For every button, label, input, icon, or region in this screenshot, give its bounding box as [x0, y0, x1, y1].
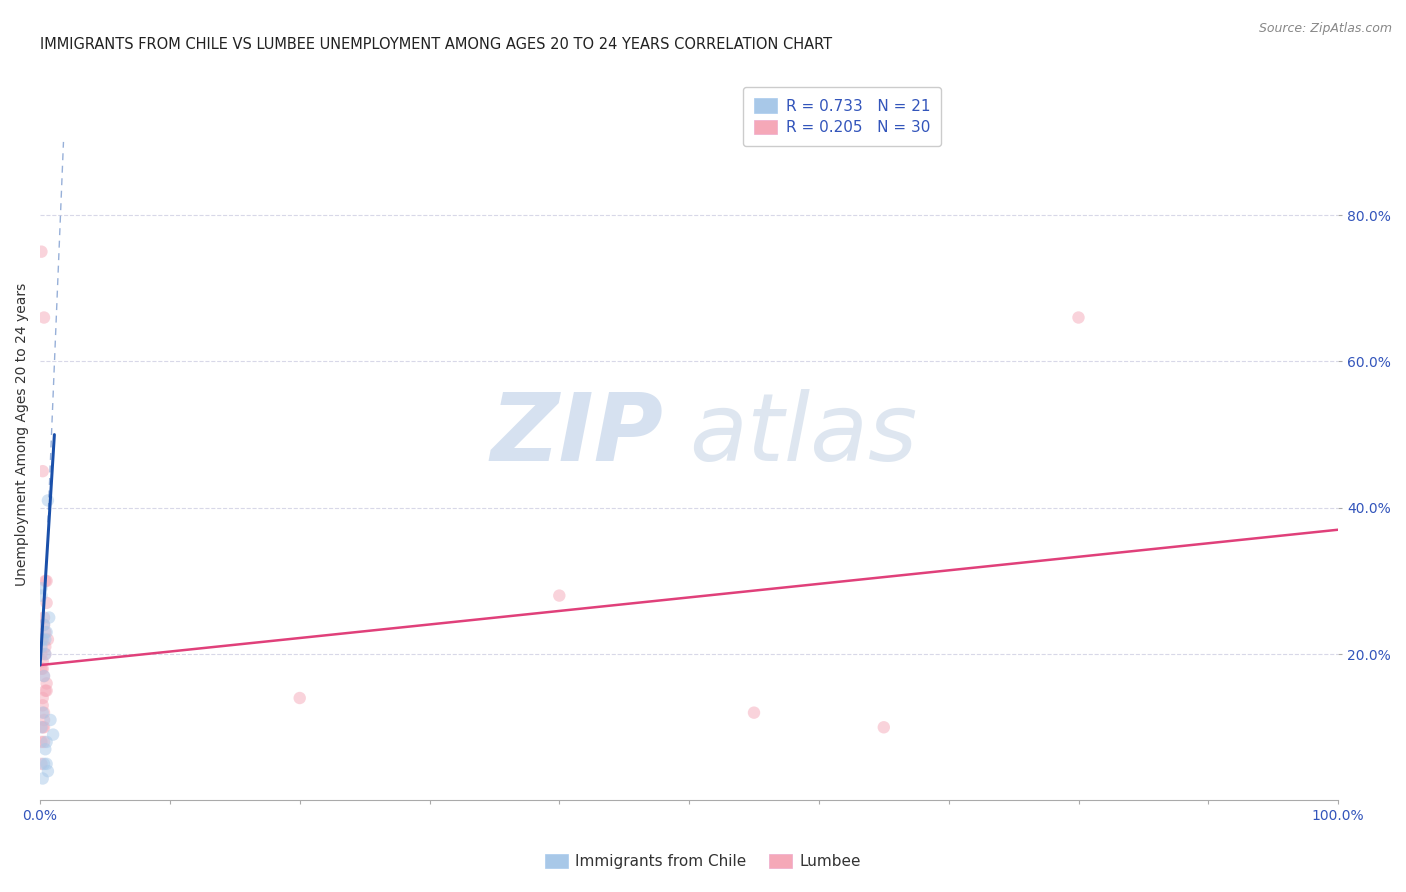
Point [30, 589, 52, 603]
Point [32, 617, 55, 632]
Point [34, 647, 56, 661]
Point [32, 735, 55, 749]
Point [31, 720, 53, 734]
Point [35, 676, 58, 690]
Text: ZIP: ZIP [491, 389, 664, 481]
Point [32, 756, 55, 771]
Point [34, 742, 56, 756]
Point [32, 720, 55, 734]
Point [37, 632, 59, 647]
Point [35, 596, 58, 610]
Point [30, 662, 52, 676]
Point [31, 655, 53, 669]
Point [32, 706, 55, 720]
Legend: Immigrants from Chile, Lumbee: Immigrants from Chile, Lumbee [538, 847, 868, 875]
Point [35, 735, 58, 749]
Point [30, 640, 52, 654]
Point [31, 698, 53, 713]
Point [37, 493, 59, 508]
Legend: R = 0.733   N = 21, R = 0.205   N = 30: R = 0.733 N = 21, R = 0.205 N = 30 [744, 87, 941, 146]
Point [32, 610, 55, 624]
Point [30, 720, 52, 734]
Point [35, 574, 58, 588]
Point [1067, 310, 1090, 325]
Point [37, 764, 59, 779]
Point [32, 617, 55, 632]
Point [35, 625, 58, 640]
Point [35, 756, 58, 771]
Point [31, 662, 53, 676]
Point [288, 691, 311, 706]
Point [30, 632, 52, 647]
Text: Source: ZipAtlas.com: Source: ZipAtlas.com [1258, 22, 1392, 36]
Text: atlas: atlas [689, 389, 917, 480]
Text: IMMIGRANTS FROM CHILE VS LUMBEE UNEMPLOYMENT AMONG AGES 20 TO 24 YEARS CORRELATI: IMMIGRANTS FROM CHILE VS LUMBEE UNEMPLOY… [41, 37, 832, 53]
Point [30, 244, 52, 259]
Point [873, 720, 896, 734]
Point [38, 610, 60, 624]
Point [34, 683, 56, 698]
Point [35, 683, 58, 698]
Y-axis label: Unemployment Among Ages 20 to 24 years: Unemployment Among Ages 20 to 24 years [15, 283, 30, 586]
Point [30, 647, 52, 661]
Point [31, 706, 53, 720]
Point [31, 632, 53, 647]
Point [32, 669, 55, 683]
Point [30, 756, 52, 771]
Point [31, 691, 53, 706]
Point [31, 464, 53, 478]
Point [34, 625, 56, 640]
Point [34, 647, 56, 661]
Point [30, 581, 52, 595]
Point [31, 772, 53, 786]
Point [742, 706, 765, 720]
Point [42, 728, 65, 742]
Point [32, 310, 55, 325]
Point [32, 669, 55, 683]
Point [34, 632, 56, 647]
Point [32, 713, 55, 727]
Point [548, 589, 571, 603]
Point [30, 735, 52, 749]
Point [34, 640, 56, 654]
Point [39, 713, 62, 727]
Point [34, 574, 56, 588]
